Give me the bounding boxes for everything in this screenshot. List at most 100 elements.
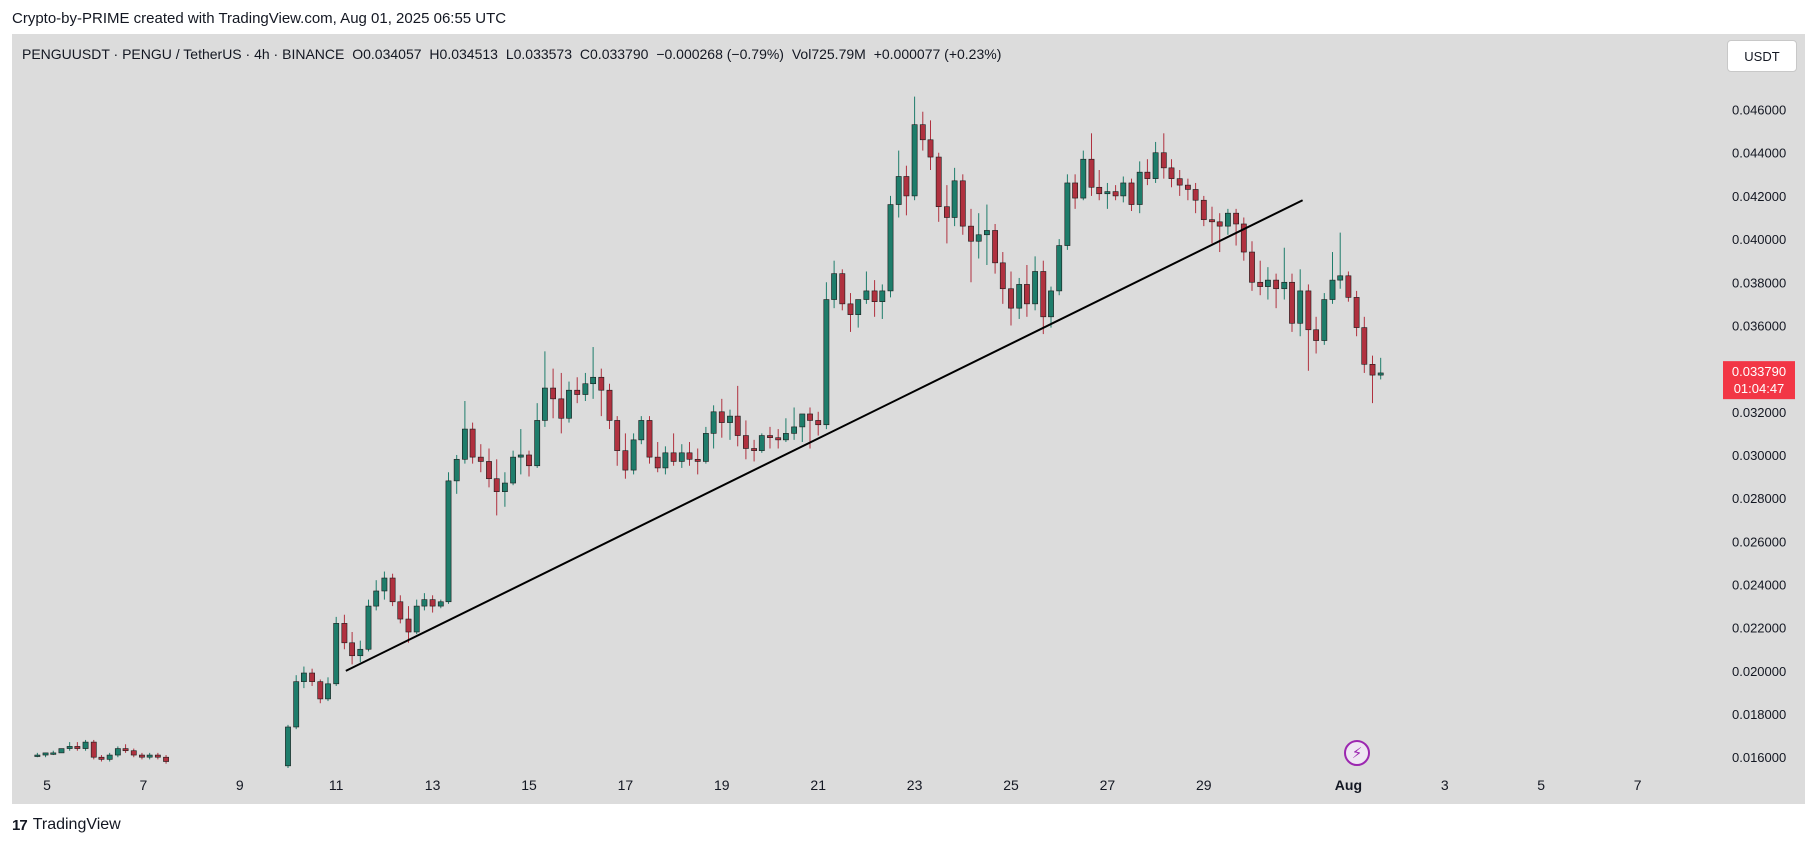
candle[interactable] bbox=[919, 111, 926, 151]
candle[interactable] bbox=[863, 271, 870, 304]
candle[interactable] bbox=[429, 595, 436, 613]
candle[interactable] bbox=[130, 748, 137, 758]
candle[interactable] bbox=[1088, 133, 1095, 196]
candle[interactable] bbox=[1329, 252, 1336, 304]
candle[interactable] bbox=[630, 433, 637, 475]
candle[interactable] bbox=[1361, 316, 1368, 373]
candle[interactable] bbox=[831, 260, 838, 309]
candle[interactable] bbox=[106, 752, 113, 762]
candle[interactable] bbox=[461, 401, 468, 464]
candle[interactable] bbox=[992, 223, 998, 274]
candle[interactable] bbox=[542, 351, 548, 427]
candle[interactable] bbox=[285, 724, 291, 768]
candle[interactable] bbox=[1281, 247, 1288, 300]
candle[interactable] bbox=[1008, 271, 1014, 326]
candle[interactable] bbox=[598, 368, 605, 417]
candle[interactable] bbox=[34, 752, 41, 758]
candle[interactable] bbox=[959, 174, 966, 235]
candle[interactable] bbox=[1072, 174, 1079, 209]
candle[interactable] bbox=[911, 96, 918, 201]
candle[interactable] bbox=[1345, 271, 1352, 302]
candle[interactable] bbox=[638, 416, 645, 445]
candle[interactable] bbox=[1240, 217, 1247, 261]
candle[interactable] bbox=[927, 120, 934, 171]
candle[interactable] bbox=[670, 433, 677, 466]
candle[interactable] bbox=[154, 752, 161, 760]
candle[interactable] bbox=[968, 208, 974, 283]
candle[interactable] bbox=[365, 599, 372, 652]
candle[interactable] bbox=[1369, 355, 1376, 404]
candle[interactable] bbox=[1225, 208, 1231, 235]
candle[interactable] bbox=[871, 280, 878, 317]
candle[interactable] bbox=[1200, 195, 1207, 227]
candle[interactable] bbox=[815, 411, 822, 436]
candle[interactable] bbox=[783, 418, 789, 443]
candle[interactable] bbox=[526, 450, 532, 477]
candle[interactable] bbox=[405, 606, 412, 643]
candle[interactable] bbox=[1096, 170, 1103, 201]
candle[interactable] bbox=[951, 167, 958, 227]
candle[interactable] bbox=[1216, 213, 1223, 253]
candle[interactable] bbox=[1192, 182, 1199, 214]
candle[interactable] bbox=[574, 377, 581, 404]
candle[interactable] bbox=[1184, 178, 1191, 201]
candle[interactable] bbox=[98, 755, 105, 762]
candle[interactable] bbox=[758, 433, 765, 453]
candle[interactable] bbox=[1353, 290, 1360, 337]
candle[interactable] bbox=[1120, 176, 1127, 203]
candle[interactable] bbox=[1048, 286, 1054, 328]
candle[interactable] bbox=[389, 573, 396, 607]
candle[interactable] bbox=[694, 448, 701, 475]
candle[interactable] bbox=[702, 426, 709, 464]
candle[interactable] bbox=[163, 755, 169, 764]
currency-button[interactable]: USDT bbox=[1727, 40, 1797, 72]
symbol-title[interactable]: PENGUUSDT · PENGU / TetherUS · 4h · BINA… bbox=[22, 46, 345, 62]
candle[interactable] bbox=[1289, 273, 1295, 332]
candle[interactable] bbox=[1305, 284, 1312, 371]
candle[interactable] bbox=[678, 444, 685, 468]
candle[interactable] bbox=[469, 422, 476, 464]
candle[interactable] bbox=[1136, 161, 1143, 214]
candle[interactable] bbox=[50, 750, 57, 756]
trendline[interactable] bbox=[345, 199, 1304, 672]
candle[interactable] bbox=[823, 282, 830, 430]
candle[interactable] bbox=[122, 744, 129, 753]
candle[interactable] bbox=[1104, 182, 1111, 209]
candle[interactable] bbox=[1257, 260, 1264, 296]
candle[interactable] bbox=[606, 383, 613, 430]
candle[interactable] bbox=[614, 416, 621, 466]
candle[interactable] bbox=[317, 679, 324, 704]
candle[interactable] bbox=[381, 571, 388, 600]
candle[interactable] bbox=[453, 454, 460, 494]
candle[interactable] bbox=[42, 752, 49, 758]
candle[interactable] bbox=[486, 448, 492, 488]
candle[interactable] bbox=[662, 446, 669, 475]
candle[interactable] bbox=[879, 284, 886, 319]
candle[interactable] bbox=[437, 599, 444, 609]
candle[interactable] bbox=[734, 385, 741, 447]
candle[interactable] bbox=[82, 739, 89, 751]
candle[interactable] bbox=[839, 269, 846, 311]
candle[interactable] bbox=[413, 599, 420, 635]
candle[interactable] bbox=[1249, 241, 1255, 291]
candle[interactable] bbox=[66, 742, 73, 751]
candle[interactable] bbox=[983, 204, 990, 265]
candle[interactable] bbox=[1265, 267, 1271, 300]
candle[interactable] bbox=[325, 677, 331, 702]
candle[interactable] bbox=[791, 407, 797, 440]
candle[interactable] bbox=[341, 614, 348, 650]
candle[interactable] bbox=[357, 640, 364, 663]
candle[interactable] bbox=[1040, 260, 1047, 335]
candle[interactable] bbox=[501, 472, 508, 507]
candle[interactable] bbox=[517, 429, 524, 475]
candle[interactable] bbox=[1152, 141, 1159, 183]
candle[interactable] bbox=[654, 442, 661, 473]
candle[interactable] bbox=[114, 746, 121, 758]
candle[interactable] bbox=[1233, 208, 1239, 246]
candle[interactable] bbox=[510, 450, 516, 486]
candle[interactable] bbox=[421, 593, 428, 611]
candle[interactable] bbox=[333, 616, 340, 686]
candle[interactable] bbox=[975, 213, 982, 259]
candle[interactable] bbox=[1160, 133, 1167, 179]
candle[interactable] bbox=[1016, 277, 1023, 319]
